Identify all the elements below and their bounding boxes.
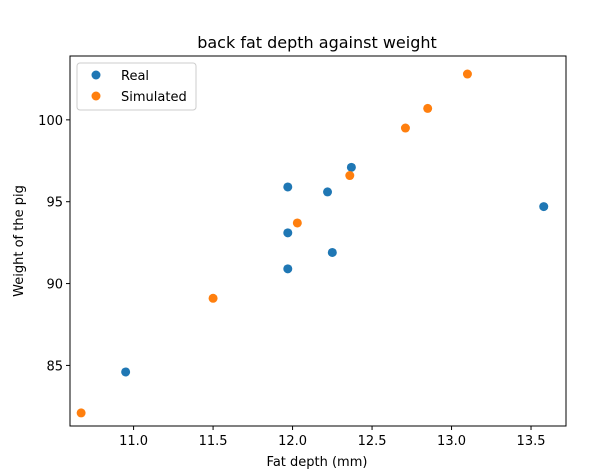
point-real: [283, 264, 293, 274]
x-tick-label: 12.0: [278, 434, 307, 449]
legend-marker-simulated: [91, 91, 101, 101]
x-tick-label: 13.5: [517, 434, 546, 449]
point-real: [283, 228, 293, 238]
point-real: [346, 162, 356, 172]
y-axis-label: Weight of the pig: [12, 185, 27, 297]
y-tick-label: 90: [46, 278, 63, 293]
x-tick-label: 13.0: [437, 434, 466, 449]
x-tick-label: 11.0: [119, 434, 148, 449]
x-axis-label: Fat depth (mm): [267, 455, 368, 470]
y-tick-label: 95: [46, 196, 63, 211]
point-real: [323, 187, 333, 197]
legend-box: [76, 62, 197, 111]
point-simulated: [345, 171, 355, 181]
y-tick-label: 100: [38, 114, 63, 129]
point-simulated: [208, 293, 218, 303]
legend-label-real: Real: [121, 69, 149, 84]
point-simulated: [462, 69, 472, 79]
point-real: [327, 247, 337, 257]
point-simulated: [292, 218, 302, 228]
point-real: [539, 202, 549, 212]
x-axis: 11.0 11.5 12.0 12.5 13.0 13.5: [119, 426, 546, 449]
data-points: [76, 69, 549, 418]
x-tick-label: 12.5: [358, 434, 387, 449]
legend-marker-real: [91, 70, 101, 80]
legend-label-simulated: Simulated: [121, 90, 187, 105]
point-real: [283, 182, 293, 192]
point-simulated: [76, 408, 86, 418]
x-tick-label: 11.5: [199, 434, 228, 449]
point-real: [121, 367, 131, 377]
y-axis: 85 90 95 100: [38, 114, 70, 374]
plot-area: [69, 55, 567, 427]
point-simulated: [423, 103, 433, 113]
legend: Real Simulated: [76, 62, 197, 111]
y-tick-label: 85: [46, 359, 63, 374]
point-simulated: [400, 123, 410, 133]
chart-title: back fat depth against weight: [197, 33, 437, 52]
